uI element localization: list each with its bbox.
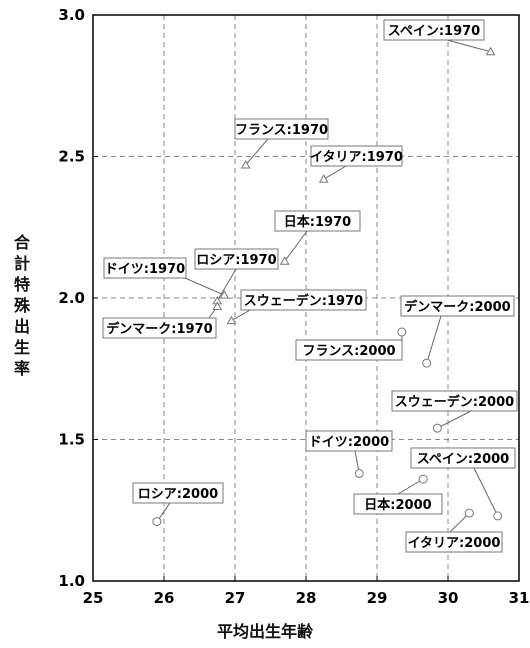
annotation-box [410, 447, 516, 469]
circle-marker [354, 468, 364, 478]
y-tick-label: 1.0 [58, 572, 85, 590]
annotation-label: スウェーデン:2000 [395, 394, 514, 410]
x-axis-label: 平均出生年齢 [216, 622, 313, 641]
x-tick-label: 29 [367, 589, 388, 607]
annotation-label: ドイツ:1970 [105, 262, 185, 277]
axis-ticks: 25 26 27 28 29 30 31 1.0 1.5 2.0 2.5 3.0 [58, 6, 529, 607]
annotation-leaders [156, 39, 499, 533]
annotation-label: フランス:2000 [302, 344, 395, 359]
y-tick-label: 2.5 [58, 148, 85, 166]
annotation-label: スウェーデン:1970 [244, 293, 363, 309]
annotation-box [194, 248, 279, 270]
annotation-box [383, 19, 485, 41]
annotation-label: 日本:2000 [364, 497, 431, 513]
annotation-label: フランス:1970 [235, 123, 328, 138]
annotation-leader-line [473, 467, 499, 517]
data-markers [152, 46, 503, 527]
annotation-leader-line [284, 230, 308, 262]
data-annotations: スペイン:1970 フランス:1970 イタリア:1970 日本:1970 ドイツ:19… [102, 19, 518, 553]
annotation-box [391, 390, 518, 412]
annotation-box [353, 493, 443, 515]
annotation-box [405, 531, 503, 553]
annotation-label: 日本:1970 [284, 214, 351, 230]
annotation-box [305, 430, 393, 452]
annotation-leader-line [184, 277, 225, 296]
circle-marker [152, 517, 162, 527]
x-tick-label: 25 [83, 589, 104, 607]
annotation-box [295, 339, 403, 361]
circle-marker [493, 511, 503, 521]
x-tick-label: 30 [438, 589, 459, 607]
annotation-box [400, 295, 515, 317]
y-axis-label: 合計特殊出生率 [13, 233, 30, 378]
annotation-box [234, 118, 329, 140]
annotation-leader-line [323, 165, 347, 180]
triangle-marker [318, 174, 329, 183]
annotation-label: スペイン:1970 [388, 24, 480, 39]
annotation-label: デンマーク:2000 [404, 299, 510, 315]
triangle-marker [485, 46, 496, 56]
x-tick-label: 26 [154, 589, 175, 607]
x-tick-label: 31 [509, 589, 530, 607]
circle-marker [397, 327, 407, 337]
annotation-box [132, 482, 224, 504]
x-tick-label: 28 [296, 589, 317, 607]
annotation-leader-line [216, 268, 237, 302]
annotation-leader-line [437, 410, 472, 429]
triangle-marker [212, 301, 223, 310]
annotation-leader-line [426, 315, 442, 364]
y-tick-label: 2.0 [58, 289, 85, 307]
annotation-label: イタリア:2000 [408, 536, 501, 551]
annotation-label: デンマーク:1970 [106, 321, 212, 337]
circle-marker [464, 508, 474, 518]
annotation-box [274, 210, 361, 232]
annotation-box [240, 289, 367, 311]
annotation-box [310, 145, 403, 167]
annotation-leader-line [446, 39, 491, 53]
annotation-label: イタリア:1970 [310, 150, 403, 165]
annotation-leader-line [449, 512, 470, 533]
triangle-marker [279, 256, 290, 265]
annotation-leader-line [245, 138, 269, 166]
annotation-box [102, 317, 217, 339]
annotation-leader-line [397, 478, 424, 495]
circle-marker [418, 474, 428, 484]
annotation-label: ロシア:1970 [196, 253, 276, 268]
triangle-marker [219, 290, 230, 299]
y-tick-label: 1.5 [58, 431, 85, 449]
annotation-box [103, 257, 187, 279]
x-tick-label: 27 [225, 589, 246, 607]
annotation-label: ドイツ:2000 [309, 435, 389, 450]
circle-marker [432, 423, 442, 433]
triangle-marker [240, 159, 251, 169]
y-tick-label: 3.0 [58, 6, 85, 24]
annotation-label: ロシア:2000 [138, 487, 218, 502]
circle-marker [422, 358, 432, 368]
annotation-leader-line [231, 309, 251, 322]
triangle-marker [226, 315, 237, 325]
annotation-label: スペイン:2000 [417, 452, 509, 467]
